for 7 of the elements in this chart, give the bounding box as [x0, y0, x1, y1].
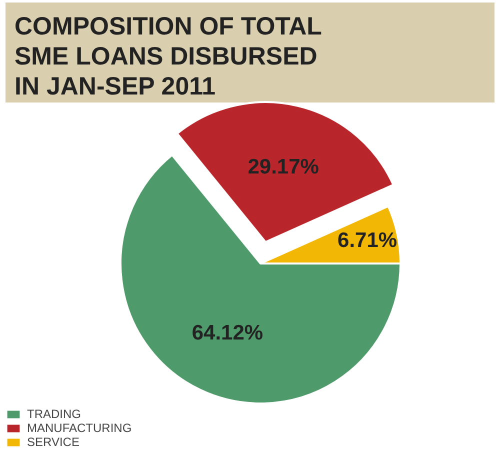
data-label: 29.17% [248, 156, 320, 179]
legend-label: TRADING [27, 407, 81, 421]
legend-label: MANUFACTURING [27, 421, 132, 435]
data-label: 6.71% [338, 229, 398, 252]
legend-label: SERVICE [27, 435, 80, 449]
chart-title: COMPOSITION OF TOTAL SME LOANS DISBURSED IN JAN-SEP 2011 [14, 12, 322, 100]
data-label: 64.12% [192, 322, 264, 345]
